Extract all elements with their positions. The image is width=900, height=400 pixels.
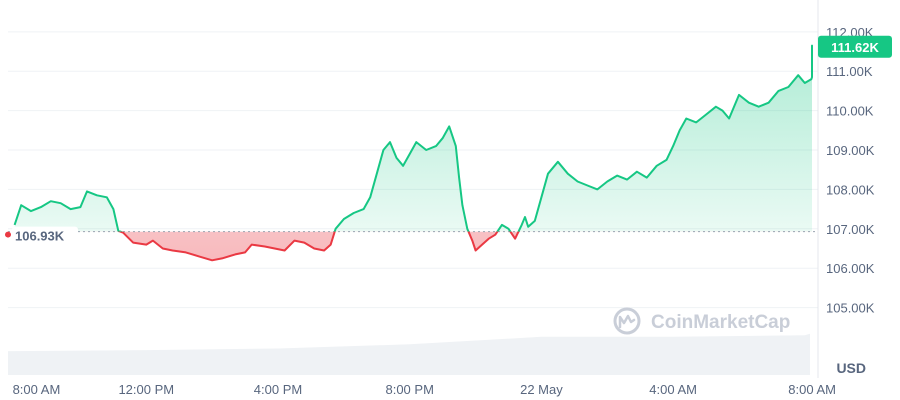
volume-area	[8, 333, 810, 375]
reference-price-marker: 106.93K	[5, 226, 78, 245]
y-tick-label-2: 107.00K	[826, 222, 875, 237]
y-tick-label-4: 109.00K	[826, 143, 875, 158]
x-tick-label-2: 4:00 PM	[254, 382, 302, 397]
y-tick-label-5: 110.00K	[826, 104, 874, 119]
reference-price-dot	[5, 231, 11, 238]
y-tick-label-1: 106.00K	[826, 261, 875, 276]
y-tick-label-0: 105.00K	[826, 301, 875, 316]
coinmarketcap-watermark: CoinMarketCap	[613, 307, 790, 335]
x-tick-label-5: 4:00 AM	[649, 382, 697, 397]
series-line-above	[13, 44, 813, 232]
x-tick-label-6: 8:00 AM	[788, 382, 836, 397]
series-line-below	[117, 231, 520, 262]
x-tick-label-1: 12:00 PM	[118, 382, 174, 397]
x-tick-label-0: 8:00 AM	[13, 382, 61, 397]
area-fill-below	[14, 231, 812, 261]
current-price-badge: 111.62K	[818, 35, 892, 58]
watermark-text: CoinMarketCap	[651, 312, 790, 333]
reference-price-label: 106.93K	[15, 229, 65, 244]
x-axis: 8:00 AM 12:00 PM 4:00 PM 8:00 PM 22 May 4:00 …	[13, 382, 836, 397]
price-line	[13, 44, 813, 262]
price-area	[14, 45, 812, 261]
currency-label: USD	[836, 360, 866, 376]
x-tick-label-4: 22 May	[520, 382, 563, 397]
area-fill-above	[14, 45, 812, 232]
y-tick-label-3: 108.00K	[826, 182, 875, 197]
volume-bars	[8, 333, 810, 375]
x-tick-label-3: 8:00 PM	[385, 382, 433, 397]
y-tick-label-6: 111.00K	[826, 64, 873, 79]
current-price-label: 111.62K	[831, 40, 879, 55]
coinmarketcap-logo-icon	[613, 307, 641, 335]
y-axis: 105.00K 106.00K 107.00K 108.00K 109.00K 110.0…	[826, 25, 875, 316]
